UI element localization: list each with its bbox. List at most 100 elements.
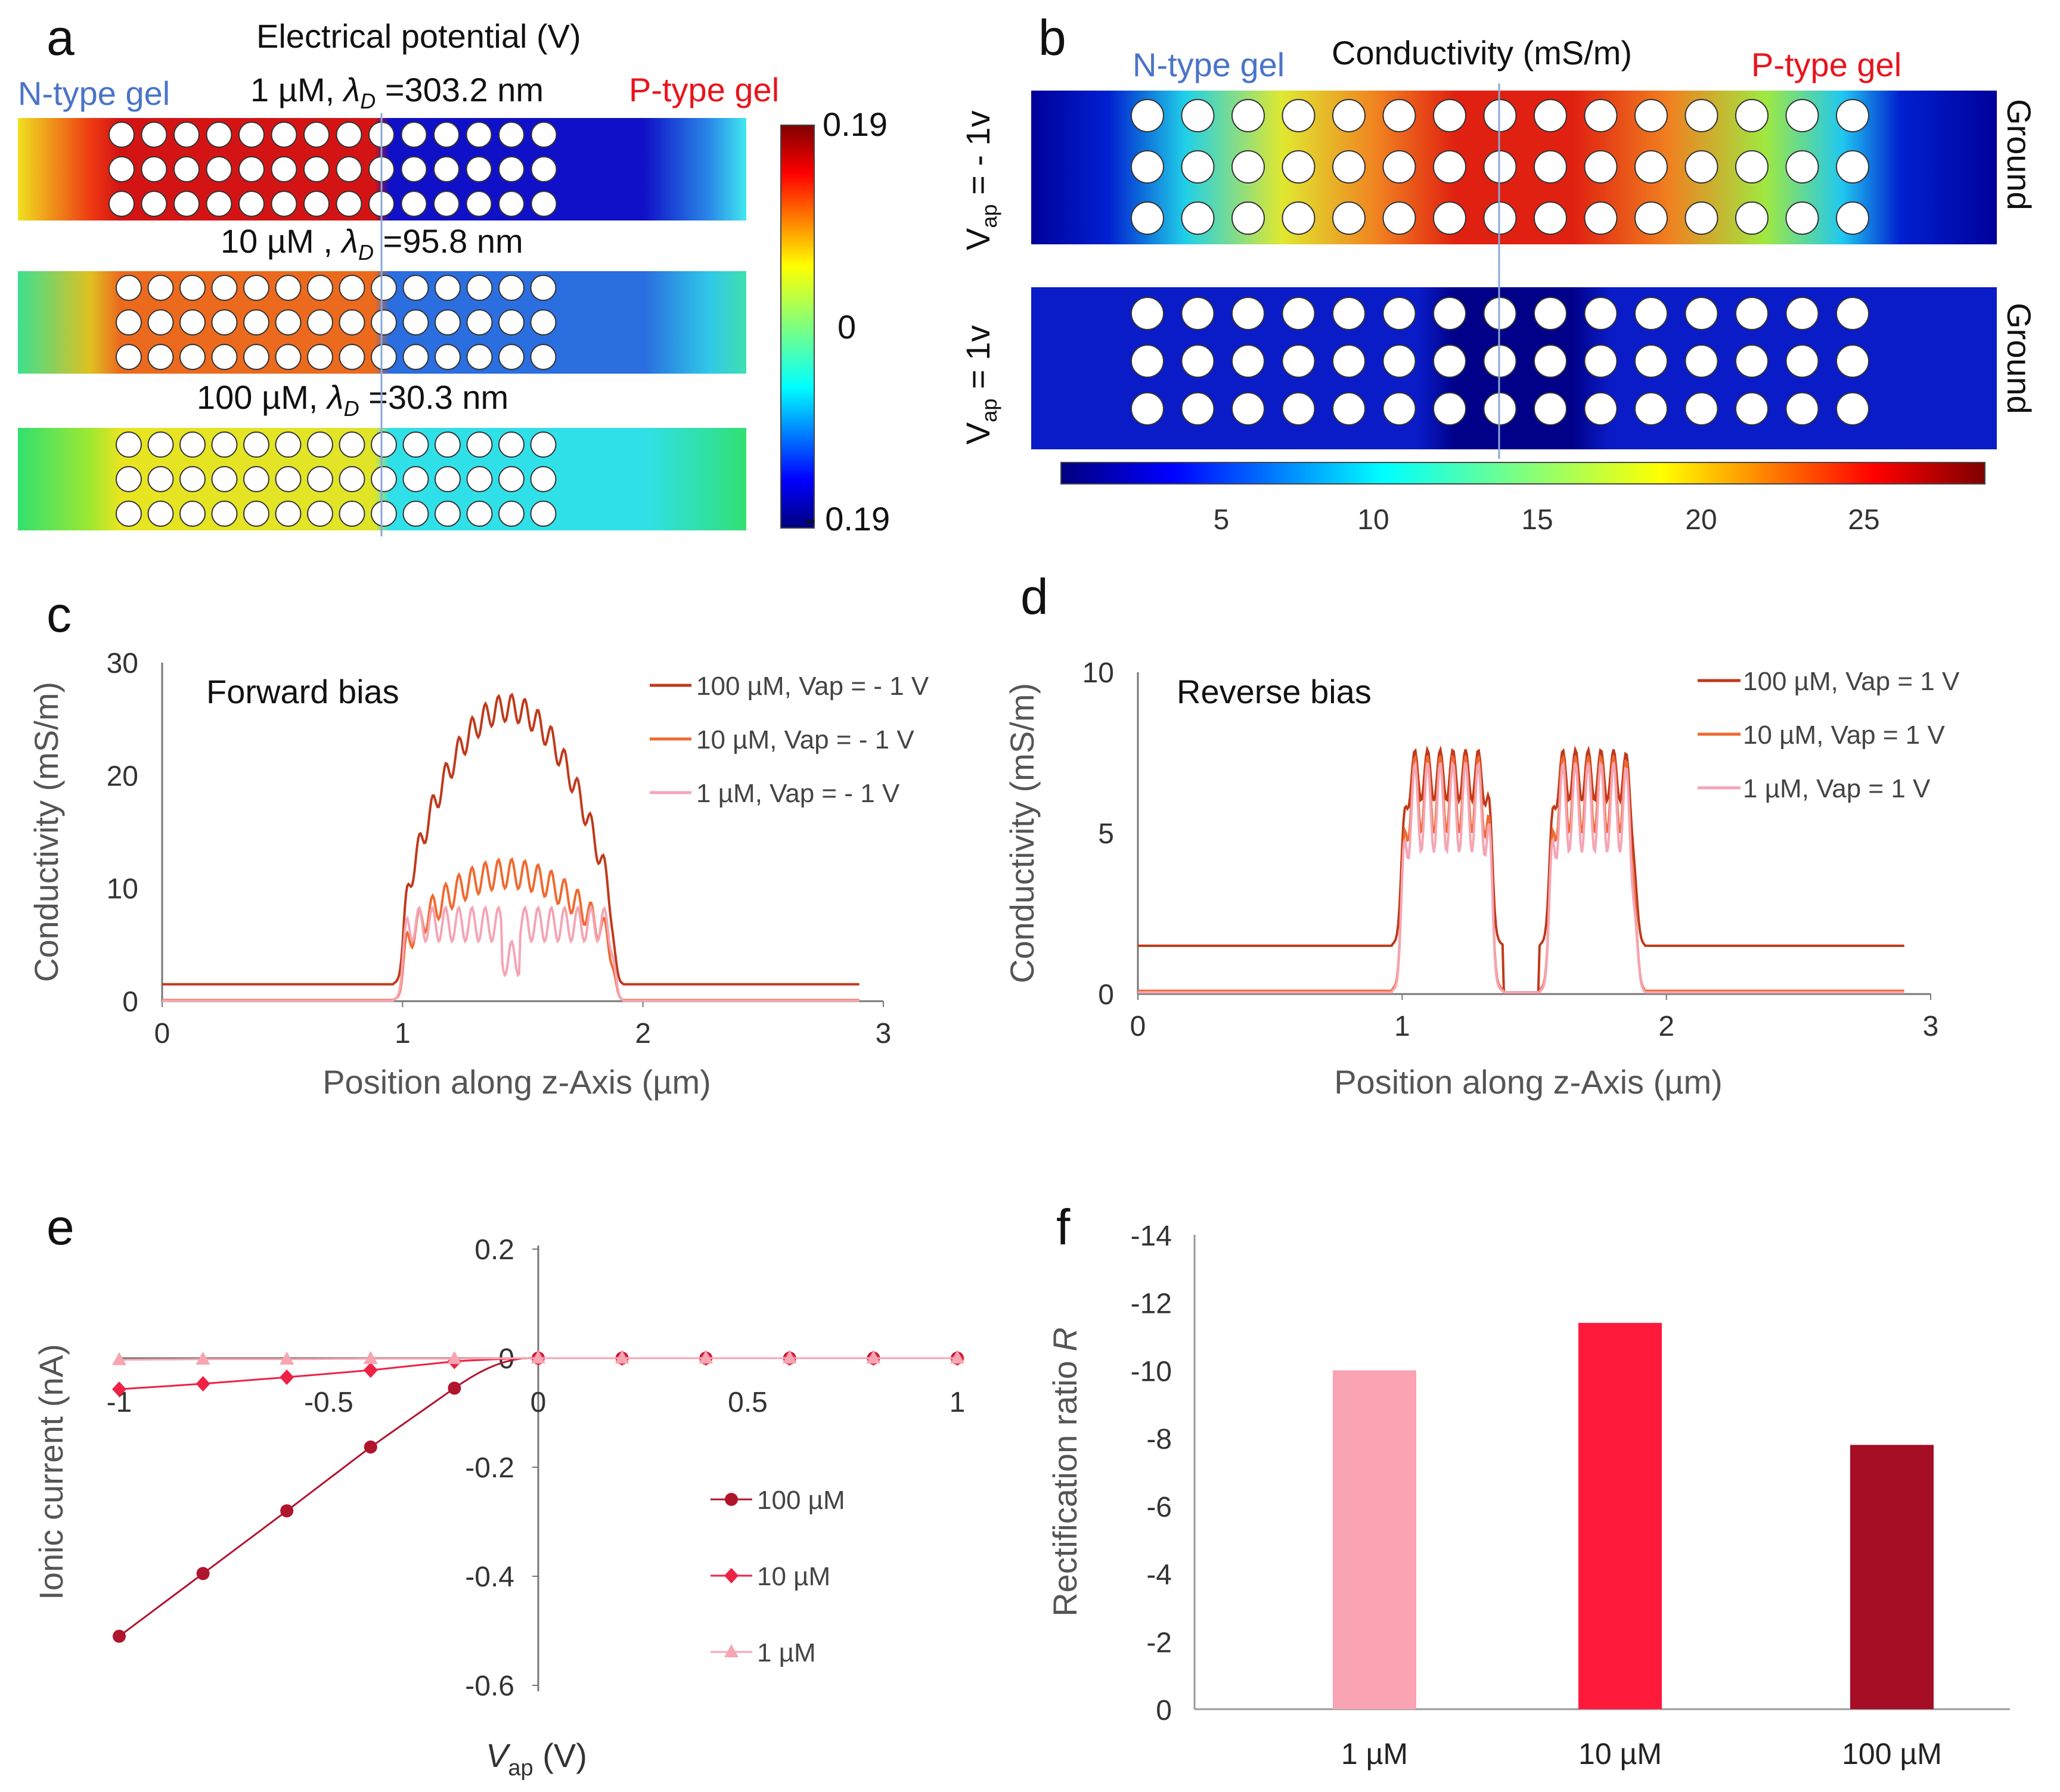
pore <box>238 122 265 148</box>
pore <box>116 431 142 458</box>
pore <box>530 466 557 492</box>
forward-vap-label: Vap = - 1v <box>959 110 1001 250</box>
category-label: 1 µM <box>1341 1737 1408 1771</box>
pore <box>303 191 330 217</box>
y-tick-label: -12 <box>1131 1288 1172 1320</box>
y-tick-label: 0 <box>122 986 138 1018</box>
annotation-forward-bias: Forward bias <box>206 673 399 710</box>
pore <box>1181 201 1215 235</box>
chart-d: 0 1 2 3 0 5 10 Position along z-Axis (µm) Conduc… <box>1003 657 1960 1101</box>
pore <box>530 309 557 336</box>
pore <box>211 309 238 336</box>
pore <box>116 466 142 492</box>
series-line-1 <box>162 692 860 986</box>
pore <box>435 431 461 458</box>
pore <box>206 191 232 217</box>
pore <box>466 156 492 182</box>
pore <box>498 344 525 370</box>
pore <box>1332 344 1366 378</box>
pore <box>336 156 362 182</box>
pore <box>307 431 333 458</box>
y-tick-label: -0.6 <box>465 1670 514 1702</box>
pore <box>1684 150 1718 184</box>
pore <box>1282 150 1316 184</box>
legend-marker <box>724 1644 739 1657</box>
pore <box>1282 392 1316 426</box>
bar-2 <box>1578 1322 1662 1709</box>
pore <box>179 466 206 492</box>
pore <box>402 431 429 458</box>
colorbar-mid: 0 <box>837 308 856 346</box>
pore <box>1433 297 1466 330</box>
pore <box>179 275 206 301</box>
series-line-2 <box>162 857 860 1002</box>
cbar-tick: 5 <box>1214 504 1230 536</box>
pore <box>1534 344 1567 378</box>
data-point <box>363 1362 378 1378</box>
pore <box>1836 297 1869 330</box>
pore <box>1332 201 1366 235</box>
pore <box>371 309 397 336</box>
pore <box>530 344 557 370</box>
data-point <box>531 1350 545 1364</box>
pore <box>402 275 429 301</box>
pore <box>1181 297 1215 330</box>
pore <box>206 122 232 148</box>
pore <box>1433 150 1466 184</box>
pore <box>1584 297 1618 330</box>
pore <box>243 344 269 370</box>
cbar-tick: 25 <box>1848 504 1879 536</box>
pore <box>336 122 362 148</box>
pore <box>307 466 333 492</box>
pore <box>108 156 135 182</box>
y-tick-label: 30 <box>107 648 138 679</box>
pore <box>433 122 460 148</box>
data-point <box>615 1350 629 1364</box>
pore <box>1433 392 1466 426</box>
pore <box>1534 99 1567 132</box>
x-tick-label: 0 <box>530 1387 547 1418</box>
data-point <box>280 1351 294 1365</box>
pore <box>1382 392 1416 426</box>
pore <box>1735 150 1769 184</box>
pore <box>1634 99 1668 132</box>
pore <box>1634 344 1668 378</box>
pore <box>1785 297 1819 330</box>
pore <box>1131 297 1164 330</box>
pore <box>1332 150 1366 184</box>
pore <box>1382 201 1416 235</box>
strip3-debye-label: 100 µM, λD =30.3 nm <box>197 378 508 421</box>
pore <box>307 275 333 301</box>
legend-marker <box>724 1568 739 1583</box>
data-point <box>196 1567 210 1580</box>
pore <box>466 344 493 370</box>
pore <box>1382 99 1416 132</box>
pore <box>303 156 330 182</box>
pore <box>116 309 142 336</box>
pore <box>1332 99 1366 132</box>
pore-array-forward <box>1131 99 1869 235</box>
pore <box>243 275 269 301</box>
pore <box>116 501 142 527</box>
series-line-3 <box>1138 760 1904 994</box>
pore <box>1785 392 1819 426</box>
ground-label-forward: Ground <box>2000 99 2038 210</box>
x-axis-label: Position along z-Axis (µm) <box>322 1063 711 1101</box>
pore <box>466 501 493 527</box>
pore <box>530 191 557 217</box>
legend-label: 100 µM <box>757 1486 845 1515</box>
y-tick-label: -0.4 <box>465 1561 514 1593</box>
x-tick-label: 2 <box>1658 1011 1674 1042</box>
data-point <box>196 1351 210 1365</box>
n-type-gel-label: N-type gel <box>18 74 170 112</box>
pore <box>530 122 557 148</box>
y-tick-label: -14 <box>1131 1220 1172 1252</box>
cbar-tick: 10 <box>1357 504 1389 536</box>
y-axis-label: Rectification ratio R <box>1046 1327 1084 1617</box>
pore <box>116 275 142 301</box>
pore <box>1735 392 1769 426</box>
legend-label: 10 µM, Vap = - 1 V <box>696 725 914 754</box>
legend-label: 1 µM, Vap = 1 V <box>1743 774 1931 803</box>
pore <box>141 122 167 148</box>
